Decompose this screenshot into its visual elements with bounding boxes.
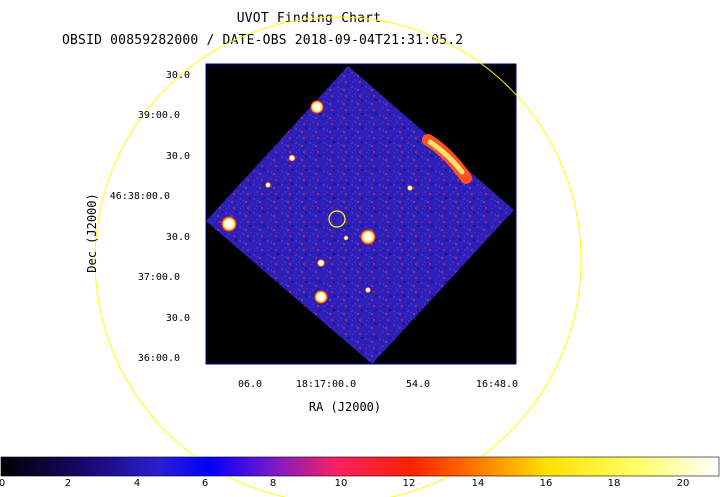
star xyxy=(343,235,349,241)
x-tick-label: 16:48.0 xyxy=(475,379,519,390)
colorbar-tick-label: 18 xyxy=(607,478,621,489)
colorbar-tick-label: 6 xyxy=(201,478,209,489)
y-tick-label: 30.0 xyxy=(165,70,190,81)
colorbar-tick-label: 20 xyxy=(676,478,690,489)
y-tick-label: 37:00.0 xyxy=(137,272,180,283)
colorbar-tick-label: 16 xyxy=(539,478,553,489)
extended-source-core xyxy=(427,139,465,175)
colorbar-tick-label: 4 xyxy=(133,478,141,489)
colorbar-tick-label: 12 xyxy=(402,478,416,489)
chart-subtitle: OBSID 00859282000 / DATE-OBS 2018-09-04T… xyxy=(62,33,464,48)
y-tick-label: 36:00.0 xyxy=(137,353,180,364)
y-axis-title: Dec (J2000) xyxy=(85,193,99,273)
colorbar-tick-label: 14 xyxy=(471,478,485,489)
target-marker xyxy=(328,210,346,228)
x-axis-title: RA (J2000) xyxy=(308,400,382,414)
colorbar-tick-label: 2 xyxy=(64,478,72,489)
x-tick-label: 06.0 xyxy=(237,379,263,390)
y-tick-label: 30.0 xyxy=(165,313,190,324)
star xyxy=(317,259,325,267)
star xyxy=(365,287,371,293)
star xyxy=(288,154,296,162)
colorbar xyxy=(0,456,720,477)
image-frame xyxy=(205,63,517,365)
colorbar-tick-label: 8 xyxy=(269,478,277,489)
star xyxy=(314,290,328,304)
star xyxy=(221,216,237,232)
star xyxy=(310,100,324,114)
x-tick-label: 54.0 xyxy=(405,379,431,390)
y-tick-label: 30.0 xyxy=(165,151,190,162)
detector-footprint xyxy=(206,66,514,364)
star xyxy=(360,229,376,245)
y-tick-label: 46:38:00.0 xyxy=(109,191,170,202)
star xyxy=(407,185,413,191)
y-tick-label: 39:00.0 xyxy=(137,110,180,121)
field-of-view-circle xyxy=(94,16,582,497)
colorbar-tick-label: 0 xyxy=(0,478,6,489)
y-tick-label: 30.0 xyxy=(165,232,190,243)
x-tick-label: 18:17:00.0 xyxy=(295,379,357,390)
star xyxy=(265,182,271,188)
colorbar-tick-label: 10 xyxy=(334,478,348,489)
